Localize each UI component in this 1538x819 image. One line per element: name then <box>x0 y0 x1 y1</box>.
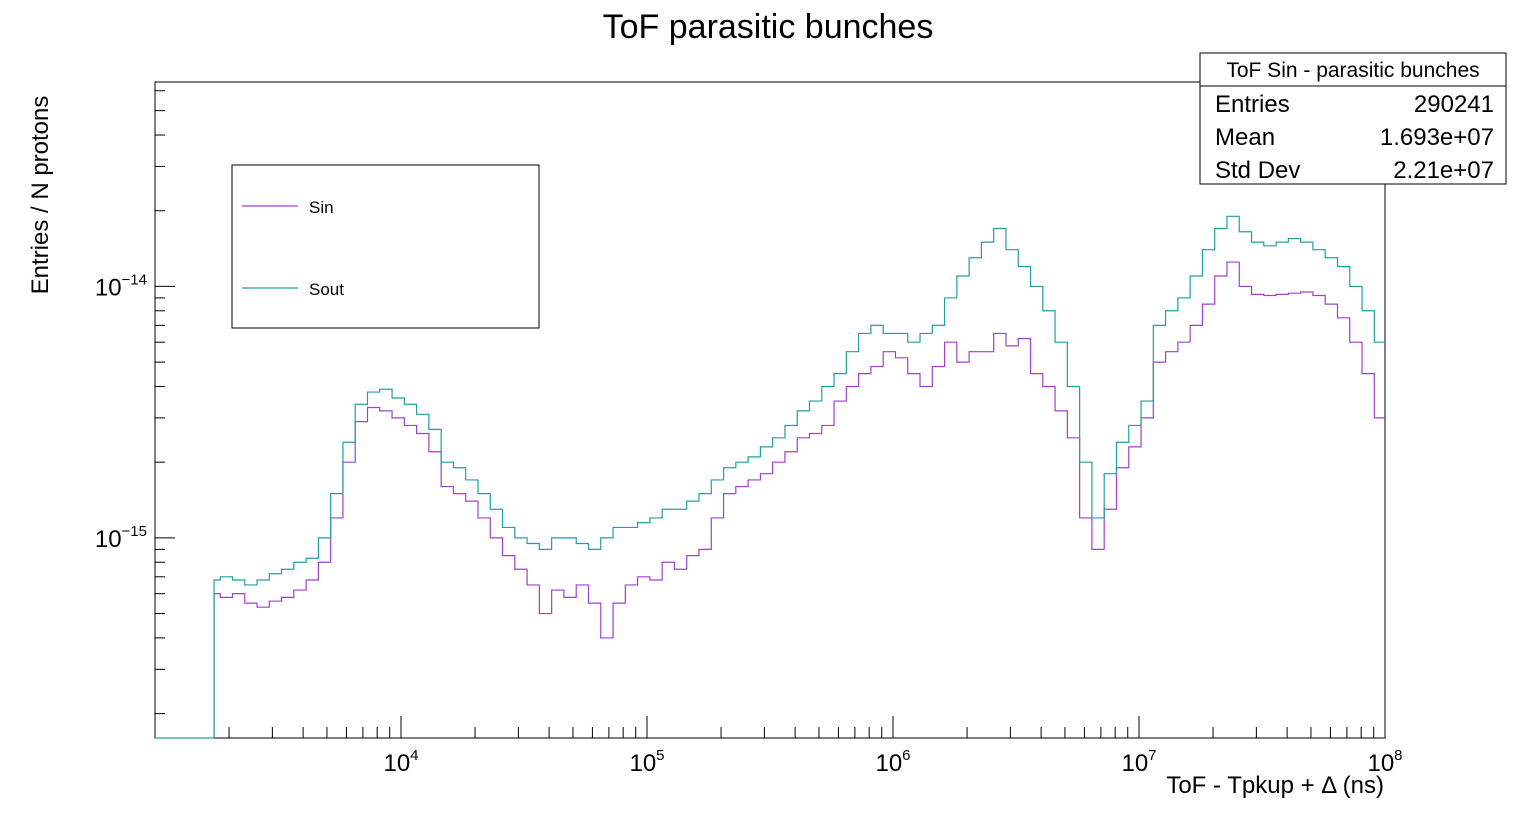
stats-frame <box>1199 52 1507 185</box>
x-axis-ticks <box>154 716 1386 738</box>
stats-mean-label: Mean <box>1215 124 1275 151</box>
x-tick-label: 105 <box>629 747 664 777</box>
stats-stddev-value: 2.21e+07 <box>1393 157 1494 184</box>
series-sout-line <box>213 215 1385 738</box>
stats-title: ToF Sin - parasitic bunches <box>1226 59 1479 82</box>
x-tick-label: 107 <box>1121 747 1156 777</box>
stats-entries-label: Entries <box>1215 91 1290 118</box>
x-tick-label: 104 <box>383 747 418 777</box>
plot-frame <box>154 81 1386 739</box>
series-sin-line <box>213 261 1385 738</box>
y-axis-label: Entries / N protons <box>27 96 54 295</box>
stats-box: ToF Sin - parasitic bunches Entries 2902… <box>1199 52 1507 185</box>
y-axis-ticks <box>155 90 175 715</box>
x-tick-label: 108 <box>1367 747 1402 777</box>
chart-title: ToF parasitic bunches <box>603 8 934 46</box>
stats-mean-value: 1.693e+07 <box>1380 124 1494 151</box>
tick-labels: 104 105 106 107 108 10−15 10−14 <box>95 271 1403 777</box>
legend: Sin Sout <box>231 164 540 329</box>
y-tick-label: 10−14 <box>95 271 147 301</box>
stats-entries-value: 290241 <box>1414 91 1494 118</box>
stats-stddev-label: Std Dev <box>1215 157 1300 184</box>
series-layer <box>155 215 1385 739</box>
x-tick-label: 106 <box>875 747 910 777</box>
x-axis-label: ToF - Tpkup + Δ (ns) <box>1166 772 1384 799</box>
legend-box <box>231 164 540 329</box>
legend-label-sin: Sin <box>309 198 334 217</box>
y-tick-label: 10−15 <box>95 523 147 553</box>
legend-label-sout: Sout <box>309 280 344 299</box>
